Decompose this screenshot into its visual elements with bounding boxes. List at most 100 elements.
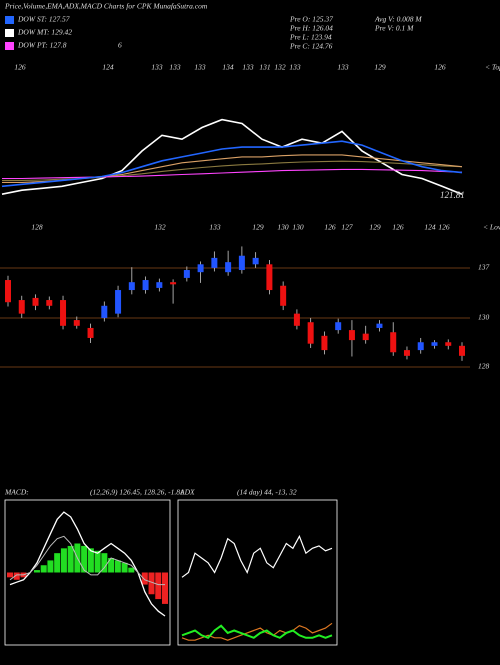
- info: Pre C: 124.76: [289, 42, 333, 51]
- candle-body: [156, 282, 163, 288]
- ema-line: [1, 140, 463, 188]
- macd-bar: [40, 565, 47, 573]
- macd-bar: [141, 572, 148, 585]
- adx-label: ADX: [179, 488, 195, 497]
- adx-line: [181, 624, 333, 639]
- candle-body: [46, 300, 53, 306]
- macd-params: (12,26,9) 126.45, 128.26, -1.81: [90, 488, 184, 497]
- tops-label: < Tops: [485, 63, 500, 72]
- top-label: 132: [274, 63, 286, 72]
- adx-frame: [177, 499, 338, 646]
- top-label: 131: [259, 63, 270, 72]
- macd-bar: [148, 572, 155, 595]
- signal-line: [9, 535, 165, 586]
- candle-body: [211, 257, 218, 268]
- low-label: 128: [31, 223, 43, 232]
- level-label: 137: [478, 263, 490, 272]
- legend-extra: 6: [118, 41, 122, 50]
- low-label: 129: [252, 223, 264, 232]
- lows-label: < Lows: [483, 223, 500, 232]
- top-label: 133: [289, 63, 301, 72]
- macd-bar: [13, 572, 20, 580]
- candle-body: [445, 342, 452, 346]
- candle-body: [431, 342, 438, 346]
- macd-bar: [81, 545, 88, 573]
- candle-body: [18, 300, 25, 314]
- candle-body: [307, 322, 314, 344]
- info: Pre H: 126.04: [289, 24, 333, 33]
- low-label: 127: [341, 223, 353, 232]
- candle-body: [321, 335, 328, 351]
- candle-body: [225, 262, 232, 273]
- candle-body: [335, 322, 342, 331]
- candle-body: [32, 297, 39, 306]
- legend-swatch: [5, 16, 14, 24]
- low-label: 124: [424, 223, 436, 232]
- candle-body: [390, 332, 397, 353]
- top-label: 133: [337, 63, 349, 72]
- macd-bar: [87, 548, 94, 573]
- candle-body: [115, 290, 122, 314]
- candle-body: [101, 305, 108, 318]
- macd-bar: [60, 548, 67, 573]
- low-label: 129: [369, 223, 381, 232]
- candle-body: [266, 264, 273, 291]
- adx-params: (14 day) 44, -13, 32: [237, 488, 297, 497]
- candle-body: [197, 264, 204, 273]
- adx-line: [181, 534, 333, 578]
- low-label: 133: [209, 223, 221, 232]
- top-label: 133: [194, 63, 206, 72]
- level-label: 130: [478, 313, 490, 322]
- macd-bar: [155, 572, 162, 600]
- macd-bar: [162, 572, 168, 604]
- ema-line: [1, 118, 463, 195]
- legend-label: DOW MT: 129.42: [17, 28, 72, 37]
- macd-bar: [114, 560, 121, 573]
- macd-label: MACD:: [4, 488, 29, 497]
- candle-body: [87, 327, 94, 338]
- candle-body: [376, 323, 383, 328]
- legend-swatch: [5, 42, 14, 50]
- candle-body: [170, 282, 177, 285]
- candle-body: [293, 313, 300, 326]
- macd-frame: [4, 499, 171, 646]
- candle-body: [362, 333, 369, 341]
- candle-body: [348, 330, 355, 341]
- macd-bar: [128, 567, 135, 573]
- candle-body: [142, 280, 149, 291]
- info: Pre O: 125.37: [289, 15, 333, 24]
- legend-swatch: [5, 29, 14, 37]
- info: Pre L: 123.94: [289, 33, 332, 42]
- low-label: 130: [292, 223, 304, 232]
- low-label: 132: [154, 223, 166, 232]
- candle-body: [280, 285, 287, 306]
- macd-bar: [47, 560, 54, 573]
- macd-line: [9, 511, 166, 617]
- macd-bar: [7, 572, 13, 578]
- top-label: 124: [102, 63, 114, 72]
- candle-body: [459, 345, 465, 356]
- candle-body: [183, 270, 190, 278]
- low-label: 126: [392, 223, 404, 232]
- candle-body: [252, 257, 259, 265]
- legend-label: DOW PT: 127.8: [17, 41, 67, 50]
- top-label: 134: [222, 63, 234, 72]
- top-label: 126: [14, 63, 26, 72]
- macd-bar: [54, 553, 61, 573]
- top-label: 133: [242, 63, 254, 72]
- candle-body: [5, 280, 11, 303]
- candle-body: [60, 300, 67, 326]
- macd-bar: [101, 553, 108, 573]
- macd-bar: [33, 570, 40, 573]
- candle-body: [128, 282, 135, 291]
- top-label: 126: [434, 63, 446, 72]
- legend-label: DOW ST: 127.57: [17, 15, 70, 24]
- candle-body: [417, 342, 424, 351]
- low-label: 126: [324, 223, 336, 232]
- adx-line: [181, 622, 333, 641]
- info: Pre V: 0.1 M: [374, 24, 414, 33]
- candle-body: [403, 350, 410, 356]
- top-label: 133: [169, 63, 181, 72]
